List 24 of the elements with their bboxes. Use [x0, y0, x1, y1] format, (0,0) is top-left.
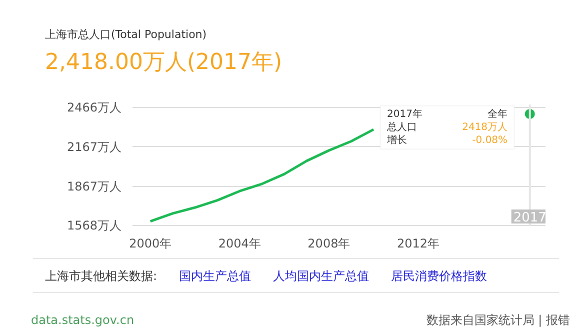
- y-tick-label: 2167万人: [66, 140, 122, 154]
- y-tick-label: 1867万人: [66, 179, 122, 194]
- annotation: 总人口: [386, 120, 417, 133]
- annotation: 2418万人: [462, 122, 508, 133]
- line-series: [149, 128, 375, 223]
- text: 数据来自国家统计局 | 报错: [426, 312, 570, 329]
- x-tick-label: 2012年: [396, 236, 440, 250]
- x-tick-label: 2008年: [308, 236, 350, 250]
- text: 居民消费价格指数: [391, 269, 488, 283]
- text: data.stats.gov.cn: [31, 312, 134, 329]
- text: 上海市其他相关数据:: [45, 269, 158, 283]
- chart-title: 上海市总人口(Total Population): [45, 27, 207, 43]
- y-tick-label: 1568万人: [66, 218, 122, 232]
- annotation: -0.08%: [472, 135, 508, 146]
- x-tick-label: 2000年: [129, 236, 172, 250]
- text: 国内生产总值: [179, 269, 252, 283]
- annotation: 2017年: [386, 108, 422, 120]
- annotation: 全年: [488, 108, 508, 120]
- chart-subtitle: 2,418.00万人(2017年): [45, 49, 282, 77]
- text: 人均国内生产总值: [273, 269, 370, 283]
- x-tick-label: 2004年: [218, 236, 261, 250]
- annotation: 增长: [386, 134, 407, 146]
- ref-line-label: 2017: [513, 210, 546, 226]
- y-tick-label: 2466万人: [66, 100, 122, 115]
